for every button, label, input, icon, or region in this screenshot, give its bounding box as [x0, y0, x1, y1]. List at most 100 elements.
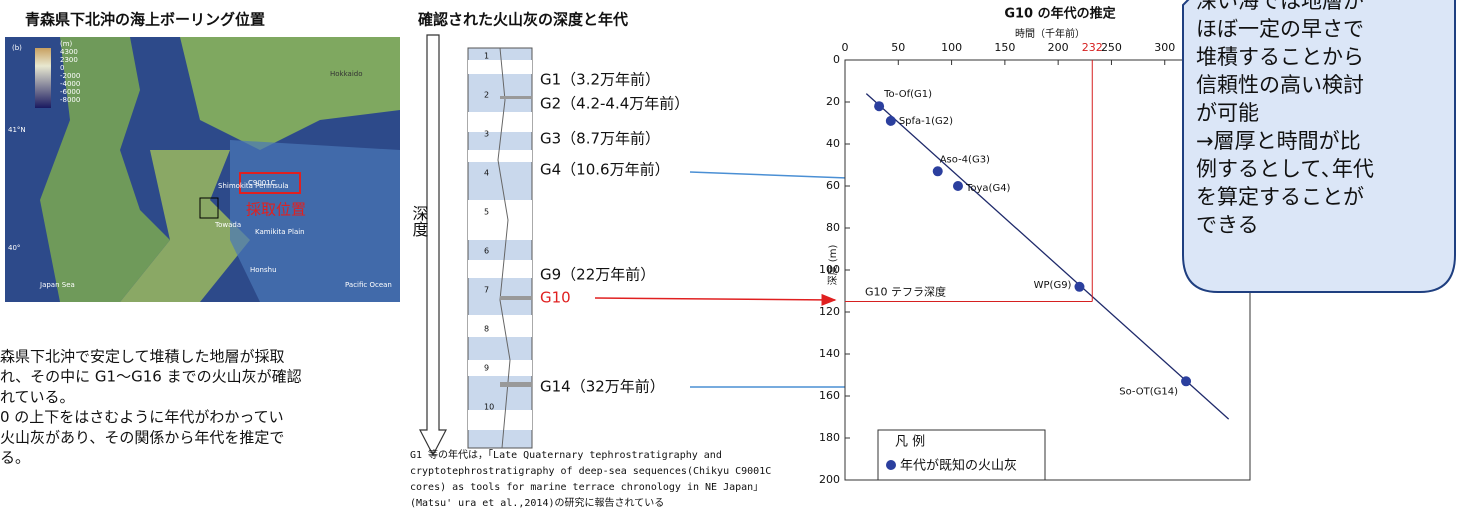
body-text: れている。 — [0, 388, 75, 406]
body-text: 火山灰があり、その関係から年代を推定で — [0, 428, 284, 446]
point-label: To-Of(G1) — [883, 89, 932, 100]
map-label: Pacific Ocean — [345, 281, 392, 289]
y-tick-label: 60 — [826, 179, 840, 192]
callout — [1182, 0, 1456, 293]
section-number: 2 — [484, 91, 489, 100]
depth-arrow — [419, 34, 447, 457]
map-label: Honshu — [250, 266, 277, 274]
data-point — [1074, 281, 1085, 292]
map-label: Kamikita Plain — [255, 228, 305, 236]
footnote: G1 等の年代は，「Late Quaternary tephrostratigr… — [410, 448, 722, 461]
map-label: 4300 — [60, 48, 78, 56]
body-text: 森県下北沖で安定して堆積した地層が採取 — [0, 348, 285, 366]
map-label: C9001C — [248, 179, 276, 187]
data-point — [1181, 376, 1192, 387]
y-tick-label: 140 — [819, 347, 840, 360]
y-tick-label: 40 — [826, 137, 840, 150]
x-tick-label: 200 — [1048, 41, 1069, 54]
map — [5, 37, 400, 302]
y-tick-label: 100 — [819, 263, 840, 276]
tephra-label: G2（4.2-4.4万年前） — [540, 95, 689, 113]
y-tick-label: 0 — [833, 53, 840, 66]
trend-line — [865, 93, 1230, 420]
arrow — [594, 293, 837, 306]
map-label: -8000 — [60, 96, 80, 104]
footnote: (Matsu' ura et al.,2014)の研究に報告されている — [410, 496, 664, 509]
footnote: cryptotephrostratigraphy of deep-sea seq… — [410, 466, 771, 477]
map-label: Japan Sea — [39, 281, 75, 289]
legend-entry: 年代が既知の火山灰 — [900, 458, 1017, 474]
point-label: WP(G9) — [1034, 280, 1072, 291]
tephra-label: G4（10.6万年前） — [540, 161, 670, 179]
callout-text: 信頼性の高い検討 — [1196, 73, 1364, 97]
x-tick-label: 100 — [941, 41, 962, 54]
data-point — [885, 115, 896, 126]
map-title: 青森県下北沖の海上ボーリング位置 — [25, 11, 265, 29]
y-tick-label: 80 — [826, 221, 840, 234]
map-label: -6000 — [60, 88, 80, 96]
callout-text: →層厚と時間が比 — [1196, 129, 1361, 153]
callout-text: 例するとして､年代 — [1196, 157, 1374, 181]
body-text: 0 の上下をはさむように年代がわかってい — [0, 408, 284, 426]
x-tick-label: 0 — [842, 41, 849, 54]
x-tick-label: 50 — [891, 41, 905, 54]
map-label: -2000 — [60, 72, 80, 80]
body-text: れ、その中に G1〜G16 までの火山灰が確認 — [0, 368, 302, 386]
y-tick-label: 120 — [819, 305, 840, 318]
section-number: 10 — [484, 403, 494, 412]
data-point — [952, 181, 963, 191]
y-tick-label: 160 — [819, 389, 840, 402]
footnote: cores) as tools for marine terrace chron… — [410, 482, 763, 493]
sampling-label: 採取位置 — [246, 201, 306, 219]
section-number: 5 — [484, 208, 489, 217]
callout-text: を算定することが — [1196, 185, 1364, 209]
point-label: Toya(G4) — [965, 183, 1011, 194]
point-label: Aso-4(G3) — [940, 154, 990, 165]
core-title: 確認された火山灰の深度と年代 — [417, 11, 628, 29]
x-tick-label: 250 — [1101, 41, 1122, 54]
section-number: 9 — [484, 364, 489, 373]
tephra-label: G3（8.7万年前） — [540, 130, 660, 148]
tephra-label: G10 — [540, 289, 571, 307]
map-label: (b) — [12, 44, 22, 52]
map-label: 2300 — [60, 56, 78, 64]
point-label: Spfa-1(G2) — [899, 116, 953, 127]
section-number: 3 — [484, 130, 489, 139]
legend-marker — [886, 460, 896, 470]
g10-label: G10 テフラ深度 — [865, 285, 946, 299]
chart-title: G10 の年代の推定 — [1004, 6, 1115, 22]
body-text: る。 — [0, 449, 30, 467]
x-tick-label: 150 — [994, 41, 1015, 54]
data-point — [874, 101, 885, 112]
legend-title: 凡 例 — [895, 435, 925, 450]
y-tick-label: 200 — [819, 473, 840, 486]
map-label: 0 — [60, 64, 64, 72]
x-axis-label: 時間（千年前） — [1015, 27, 1085, 40]
map-label: 40° — [8, 244, 20, 252]
tephra-label: G14（32万年前） — [540, 378, 665, 396]
callout-text: できる — [1196, 213, 1259, 237]
map-label: 41°N — [8, 126, 26, 134]
section-number: 1 — [484, 52, 489, 61]
y-tick-label: 20 — [826, 95, 840, 108]
y-tick-label: 180 — [819, 431, 840, 444]
tephra-label: G9（22万年前） — [540, 266, 655, 284]
section-number: 8 — [484, 325, 489, 334]
map-label: Shimokita Peninsula — [218, 182, 289, 190]
depth-label: 深度 — [410, 205, 429, 237]
section-number: 6 — [484, 247, 489, 256]
map-label: Hokkaido — [330, 70, 363, 78]
map-label: -4000 — [60, 80, 80, 88]
data-point — [932, 166, 943, 177]
x-tick-label: 300 — [1154, 41, 1175, 54]
map-label: Towada — [214, 221, 241, 229]
section-number: 7 — [484, 286, 489, 295]
callout-text: ほぼ一定の早さで — [1196, 17, 1364, 41]
callout-text: が可能 — [1196, 101, 1259, 125]
g10-age-label: 232 — [1082, 41, 1103, 54]
legend-box — [877, 429, 1046, 481]
point-label: So-OT(G14) — [1119, 386, 1178, 397]
core-column — [467, 47, 533, 449]
y-axis-label: 深度 (m) — [826, 245, 839, 286]
